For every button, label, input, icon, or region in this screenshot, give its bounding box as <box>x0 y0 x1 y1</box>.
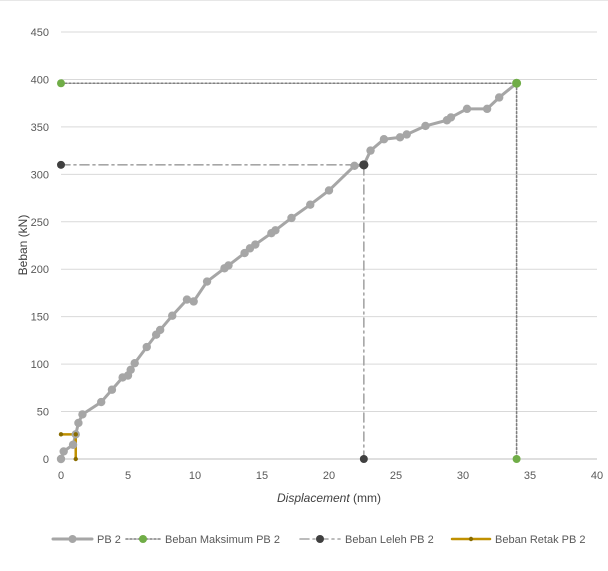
series-0-point <box>287 213 296 223</box>
series-1-point <box>512 455 521 463</box>
label-layer: Beban (kN) Displacement (mm) <box>16 215 381 505</box>
series-0-point <box>482 104 492 114</box>
legend-label-1: Beban Maksimum PB 2 <box>165 534 280 546</box>
series-0-point <box>68 440 78 449</box>
series-0-point <box>402 130 411 139</box>
y-tick-label: 100 <box>31 359 49 371</box>
series-line-2 <box>60 164 365 460</box>
yield-load-point <box>359 160 369 170</box>
legend-marker-1 <box>139 535 147 543</box>
series-0-point <box>366 146 375 155</box>
series-0-point <box>421 121 430 131</box>
series-0-point <box>59 447 68 456</box>
y-axis-title: Beban (kN) <box>16 215 30 276</box>
series-0-point <box>78 410 87 419</box>
series-0-point <box>97 397 106 407</box>
y-tick-label: 200 <box>31 264 49 276</box>
series-0-point <box>379 135 389 144</box>
series-1-point <box>57 79 65 88</box>
series-0-point <box>126 365 135 375</box>
legend-label-0: PB 2 <box>97 534 121 546</box>
series-0-point <box>494 93 504 102</box>
grid-layer <box>61 31 597 413</box>
axis-layer: 0 50 100 150 200 250 300 350 400 450 0 5 10 15 20 25 30 3… <box>31 27 603 482</box>
legend: PB 2 Beban Maksimum PB 2 Beban Leleh PB 2 B… <box>51 534 586 546</box>
series-2-point <box>359 455 368 463</box>
series-0-point <box>202 277 212 286</box>
y-tick-label: 0 <box>43 454 49 466</box>
series-0-point <box>224 261 233 270</box>
y-tick-label: 300 <box>31 169 49 181</box>
x-axis-title: Displacement (mm) <box>277 491 381 505</box>
series-0-point <box>182 295 192 304</box>
y-tick-label: 150 <box>31 312 49 324</box>
series-0-point <box>168 311 177 320</box>
x-tick-label: 0 <box>58 470 64 482</box>
y-tick-label: 350 <box>31 122 49 134</box>
series-0-point <box>350 161 359 170</box>
legend-marker-0 <box>68 535 77 543</box>
x-tick-label: 10 <box>189 470 201 482</box>
max-load-point <box>512 78 522 88</box>
series-3-point <box>58 432 64 437</box>
series-3-point <box>73 432 78 437</box>
x-axis-title-unit: (mm) <box>350 491 381 505</box>
series-0-point <box>271 226 280 235</box>
legend-marker-2 <box>316 535 324 543</box>
series-0-point <box>189 297 198 306</box>
y-tick-label: 50 <box>37 407 49 419</box>
series-layer <box>56 78 522 464</box>
x-axis-title-main: Displacement <box>277 491 350 505</box>
series-3-point <box>73 456 78 462</box>
y-tick-label: 450 <box>31 27 49 39</box>
series-0-point <box>462 104 472 114</box>
x-tick-label: 25 <box>390 470 402 482</box>
series-0-point <box>155 325 165 335</box>
series-line-0 <box>59 81 519 461</box>
legend-label-3: Beban Retak PB 2 <box>495 534 586 546</box>
series-0-point <box>446 113 456 122</box>
legend-label-2: Beban Leleh PB 2 <box>345 534 434 546</box>
series-0-point <box>324 186 334 195</box>
series-0-point <box>395 133 405 142</box>
x-tick-label: 30 <box>457 470 469 482</box>
x-tick-label: 35 <box>524 470 536 482</box>
series-0-point <box>306 200 315 209</box>
series-0-point <box>107 385 117 394</box>
x-tick-label: 40 <box>591 470 603 482</box>
series-0-point <box>251 240 260 249</box>
legend-marker-3 <box>468 536 474 542</box>
series-0-point <box>142 342 151 352</box>
y-tick-label: 250 <box>31 217 49 229</box>
x-tick-label: 15 <box>256 470 268 482</box>
series-0-point <box>56 454 66 464</box>
series-0-point <box>130 358 139 368</box>
y-tick-label: 400 <box>31 74 49 86</box>
x-tick-label: 5 <box>125 470 131 482</box>
series-line-1 <box>60 82 518 460</box>
x-tick-label: 20 <box>323 470 335 482</box>
series-0-point <box>74 418 83 428</box>
series-2-point <box>57 160 65 169</box>
